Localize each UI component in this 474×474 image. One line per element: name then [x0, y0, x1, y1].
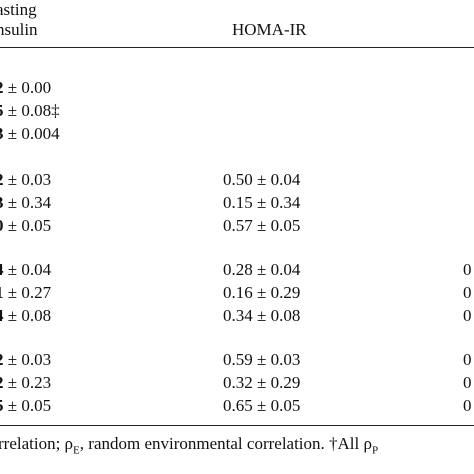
rule [0, 47, 474, 48]
cell: 0 [463, 373, 472, 392]
cell-text: ± 0.004 [3, 124, 60, 143]
cell: 0 [463, 350, 472, 369]
cell-text: ± 0.00 [3, 78, 52, 97]
cell-lead: 0 [0, 216, 4, 235]
cell-lead: 4 [0, 306, 4, 325]
cell: 2 ± 0.03 [0, 170, 51, 190]
cell: 2 ± 0.23 [0, 373, 51, 393]
cell: 2 ± 0.00 [0, 78, 51, 98]
cell-lead: 3 [0, 124, 4, 143]
cell: 0.28 ± 0.04 [223, 260, 301, 279]
cell: 0.32 ± 0.29 [223, 373, 301, 392]
cell-text: ± 0.08 [3, 306, 52, 325]
cell: 0.15 ± 0.34 [223, 193, 301, 212]
cell-lead: 5 [0, 101, 4, 120]
cell-text: ± 0.05 [3, 216, 52, 235]
cell: 0 [463, 306, 472, 325]
footnote-sub: E [73, 444, 80, 457]
cell-text: ± 0.04 [3, 260, 52, 279]
cell-text: ± 0.03 [3, 170, 52, 189]
cell-lead: 2 [0, 373, 4, 392]
cell: 0 [463, 396, 472, 415]
cell-text: ± 0.05 [3, 396, 52, 415]
footnote-sub: P [372, 444, 379, 457]
cell-lead: 2 [0, 78, 4, 97]
cell: 0 [463, 260, 472, 279]
cell-text: ± 0.23 [3, 373, 52, 392]
cell-text: ± 0.03 [3, 350, 52, 369]
cell: 5 ± 0.08‡ [0, 101, 60, 121]
cell-lead: 5 [0, 396, 4, 415]
footnote-text: rrelation; ρ [0, 434, 74, 453]
cell-text: ± 0.34 [3, 193, 52, 212]
footnote-text: , random environmental correlation. †All… [79, 434, 372, 453]
cell-lead: 4 [0, 260, 4, 279]
cell-lead: 3 [0, 193, 4, 212]
cell: 0.16 ± 0.29 [223, 283, 301, 302]
cell-lead: 2 [0, 170, 4, 189]
cell-text: ± 0.08‡ [3, 101, 60, 120]
cell: 2 ± 0.03 [0, 350, 51, 370]
cell-lead: 1 [0, 283, 4, 302]
cell: 0 ± 0.05 [0, 216, 51, 236]
cell: 3 ± 0.004 [0, 124, 60, 144]
header-text: nsulin [0, 20, 38, 39]
cell: 4 ± 0.08 [0, 306, 51, 326]
rule [0, 425, 474, 426]
cell-text: ± 0.27 [3, 283, 52, 302]
cell: 0.59 ± 0.03 [223, 350, 301, 369]
header-text: HOMA-IR [232, 20, 307, 39]
cell: 5 ± 0.05 [0, 396, 51, 416]
cell: 4 ± 0.04 [0, 260, 51, 280]
footnote: rrelation; ρE, random environmental corr… [0, 434, 378, 460]
cell: 0.57 ± 0.05 [223, 216, 301, 235]
header-text: asting [0, 0, 37, 19]
cell: 0 [463, 283, 472, 302]
cell: 0.65 ± 0.05 [223, 396, 301, 415]
cell: 0.50 ± 0.04 [223, 170, 301, 189]
cell-lead: 2 [0, 350, 4, 369]
cell: 1 ± 0.27 [0, 283, 51, 303]
cell: 0.34 ± 0.08 [223, 306, 301, 325]
cell: 3 ± 0.34 [0, 193, 51, 213]
